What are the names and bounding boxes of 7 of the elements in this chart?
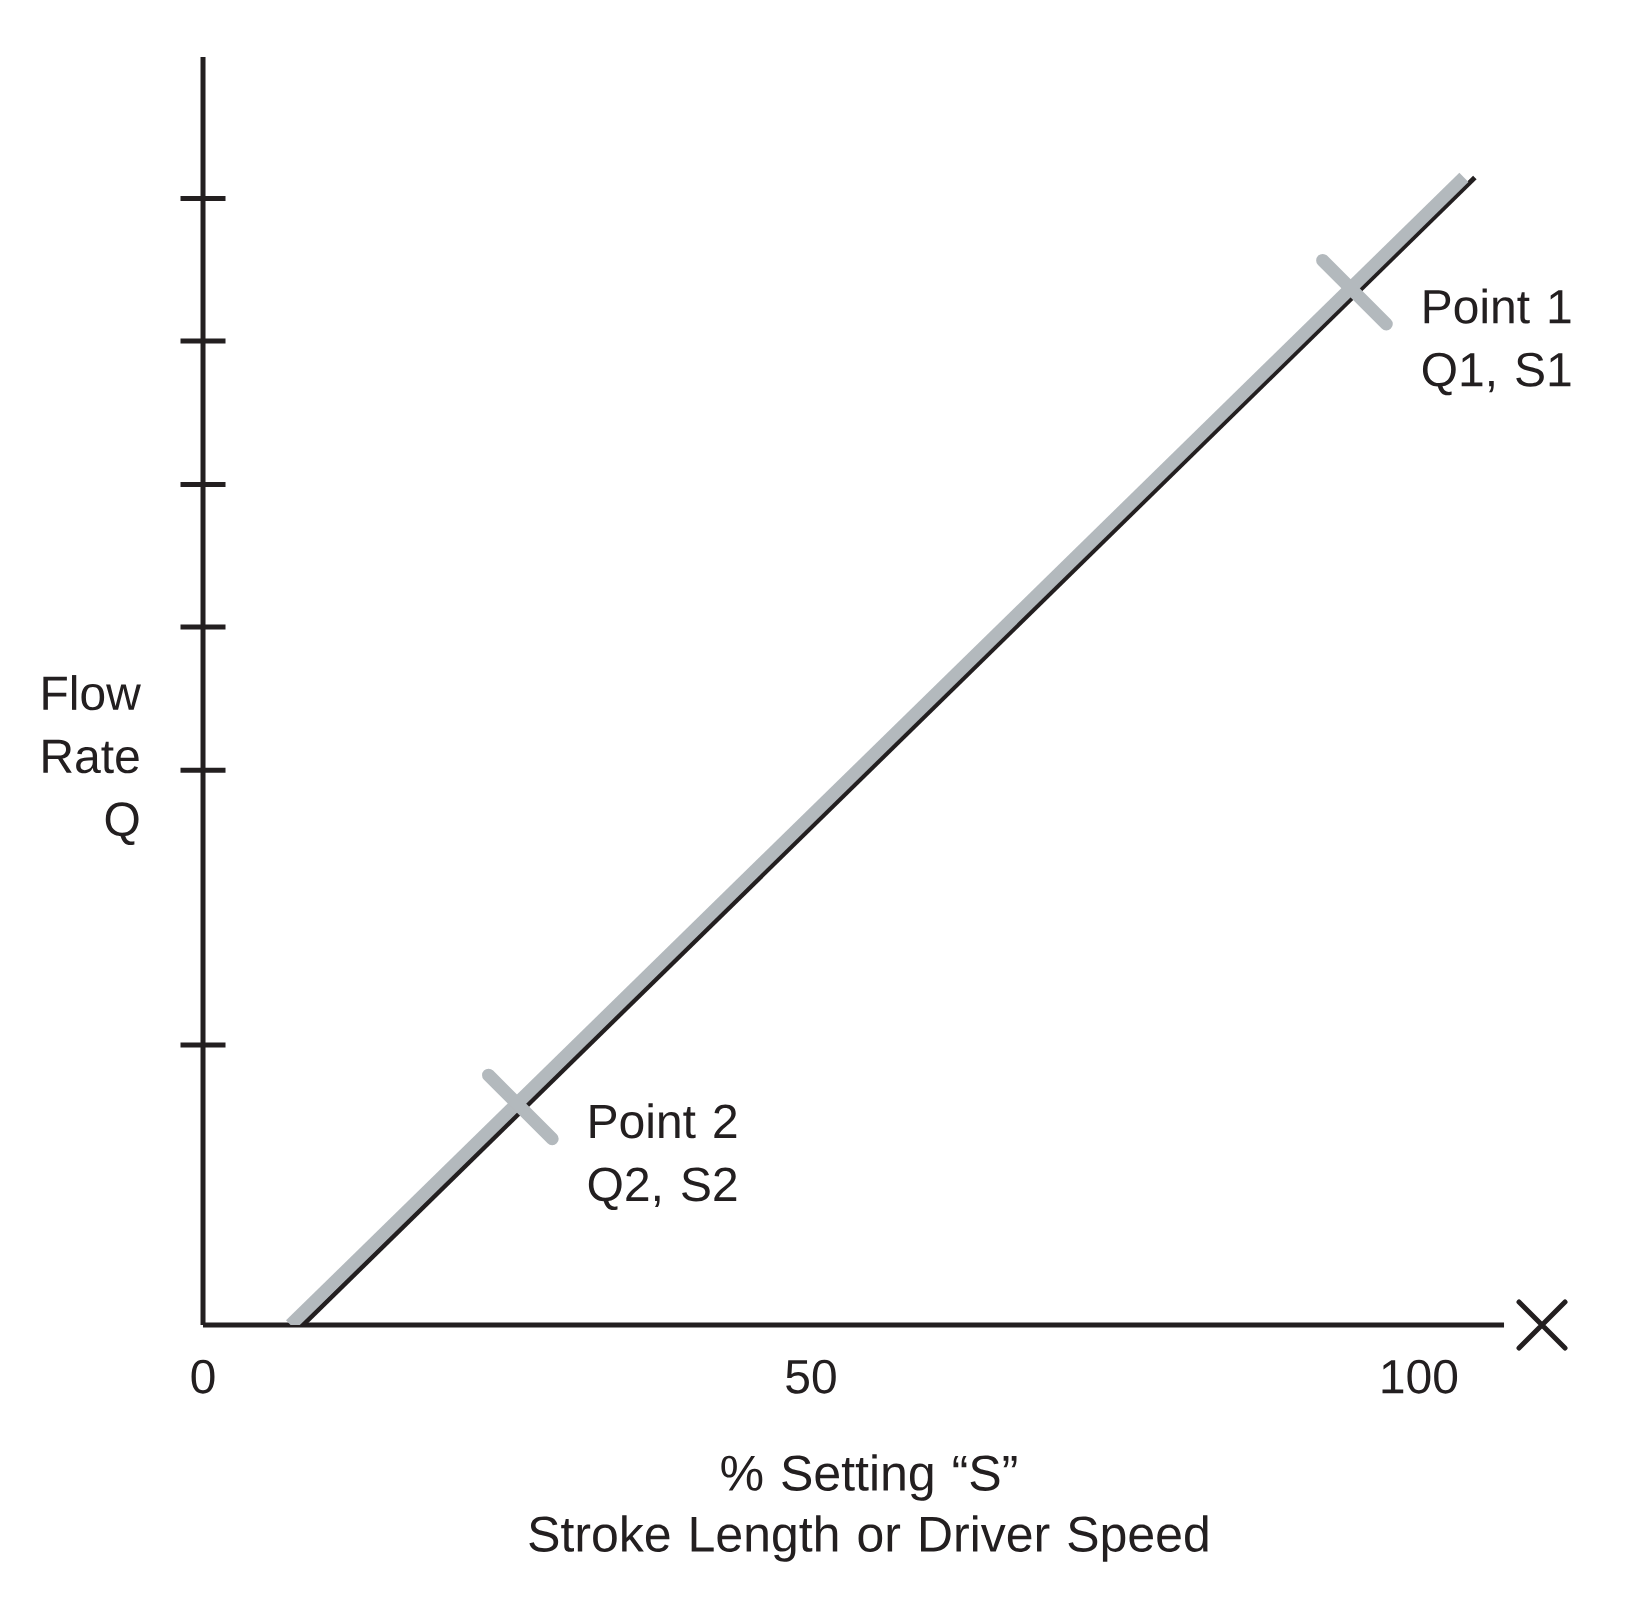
x-tick-label: 0 [191, 1359, 215, 1394]
x-tick-label: 100 [1382, 1359, 1458, 1394]
annotation: Point 2 Q2, S2 [588, 1103, 737, 1211]
annotation: Point 1 Q1, S1 [1422, 288, 1571, 396]
x-axis-title: % Setting “S” Stroke Length or Driver Speed [529, 1454, 1208, 1562]
x-tick-label: 50 [786, 1359, 836, 1394]
y-axis-title: Flow Rate Q [43, 675, 141, 845]
